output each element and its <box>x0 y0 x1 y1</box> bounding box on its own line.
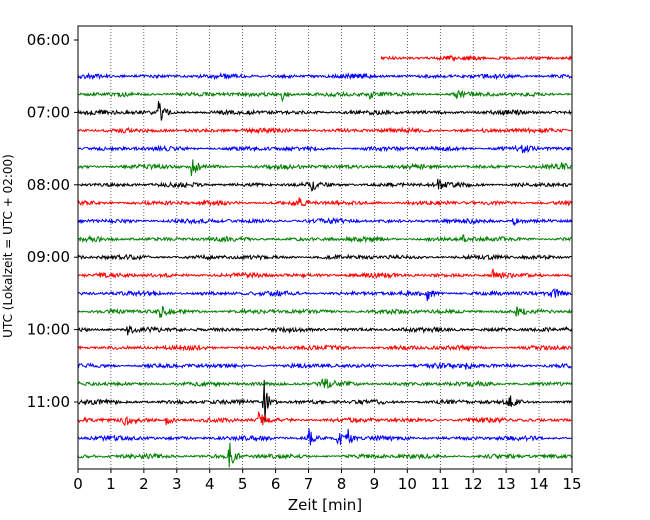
y-tick-label-0: 06:00 <box>27 31 70 49</box>
trace-0630 <box>77 71 572 81</box>
y-tick-label-3: 09:00 <box>27 248 70 266</box>
trace-0745 <box>77 159 572 177</box>
seismic-traces <box>77 54 572 468</box>
x-tick-label-3: 3 <box>172 475 182 493</box>
trace-0815 <box>77 197 572 207</box>
y-axis-label: UTC (Lokalzeit = UTC + 02:00) <box>1 154 15 338</box>
x-tick-label-9: 9 <box>370 475 380 493</box>
plot-frame <box>77 25 573 470</box>
x-tick-label-4: 4 <box>205 475 215 493</box>
x-tick-label-8: 8 <box>337 475 347 493</box>
trace-0800 <box>77 178 572 192</box>
x-tick-label-14: 14 <box>530 475 549 493</box>
y-axis-ticks: 06:00 07:00 08:00 09:00 10:00 11:00 <box>27 31 78 411</box>
trace-0845 <box>77 234 572 244</box>
x-tick-label-1: 1 <box>106 475 116 493</box>
y-tick-label-1: 07:00 <box>27 103 70 121</box>
trace-0615 <box>380 54 572 63</box>
trace-0945 <box>77 305 572 318</box>
x-axis-label: Zeit [min] <box>288 496 362 514</box>
trace-0930 <box>77 288 572 302</box>
x-tick-label-15: 15 <box>562 475 581 493</box>
x-axis-ticks: 0 1 2 3 4 5 6 7 8 9 10 11 12 13 14 15 <box>73 469 582 493</box>
grid-lines <box>110 26 540 469</box>
x-tick-label-7: 7 <box>304 475 314 493</box>
trace-1100 <box>77 379 572 423</box>
y-tick-label-2: 08:00 <box>27 176 70 194</box>
x-tick-label-5: 5 <box>238 475 248 493</box>
trace-1015 <box>77 343 572 352</box>
x-tick-label-6: 6 <box>271 475 281 493</box>
x-tick-label-11: 11 <box>431 475 450 493</box>
trace-1130 <box>77 428 572 446</box>
trace-0915 <box>77 268 572 280</box>
x-tick-label-10: 10 <box>398 475 417 493</box>
x-tick-label-13: 13 <box>497 475 516 493</box>
trace-0730 <box>77 144 572 154</box>
x-tick-label-0: 0 <box>73 475 83 493</box>
trace-1115 <box>77 410 572 427</box>
y-tick-label-4: 10:00 <box>27 321 70 339</box>
y-tick-label-5: 11:00 <box>27 393 70 411</box>
trace-0715 <box>77 126 572 135</box>
trace-0830 <box>77 217 572 227</box>
trace-1030 <box>77 361 572 370</box>
x-tick-label-12: 12 <box>464 475 483 493</box>
trace-0900 <box>77 253 572 262</box>
trace-1045 <box>77 378 572 389</box>
trace-0700 <box>77 100 572 121</box>
x-tick-label-2: 2 <box>139 475 149 493</box>
trace-1000 <box>77 325 572 336</box>
trace-1145 <box>77 442 572 468</box>
trace-0645 <box>77 89 572 103</box>
